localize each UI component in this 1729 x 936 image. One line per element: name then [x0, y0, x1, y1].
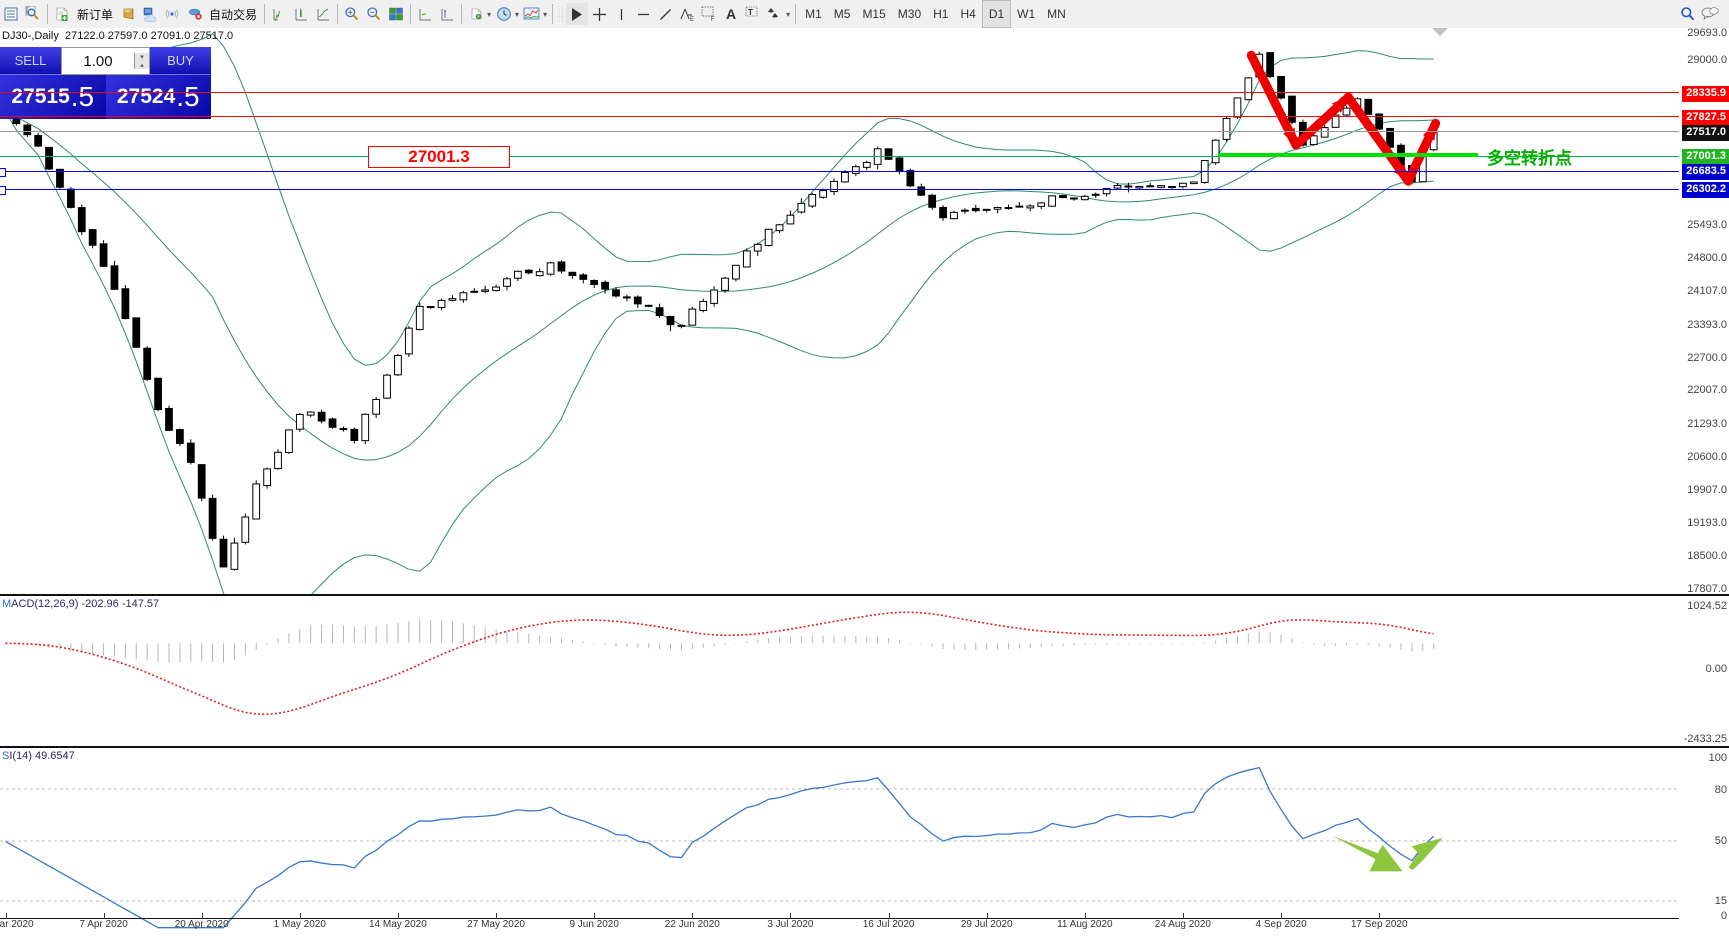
svg-text:E: E	[690, 17, 694, 22]
svg-text:F: F	[711, 17, 715, 22]
svg-text:T: T	[748, 8, 753, 17]
